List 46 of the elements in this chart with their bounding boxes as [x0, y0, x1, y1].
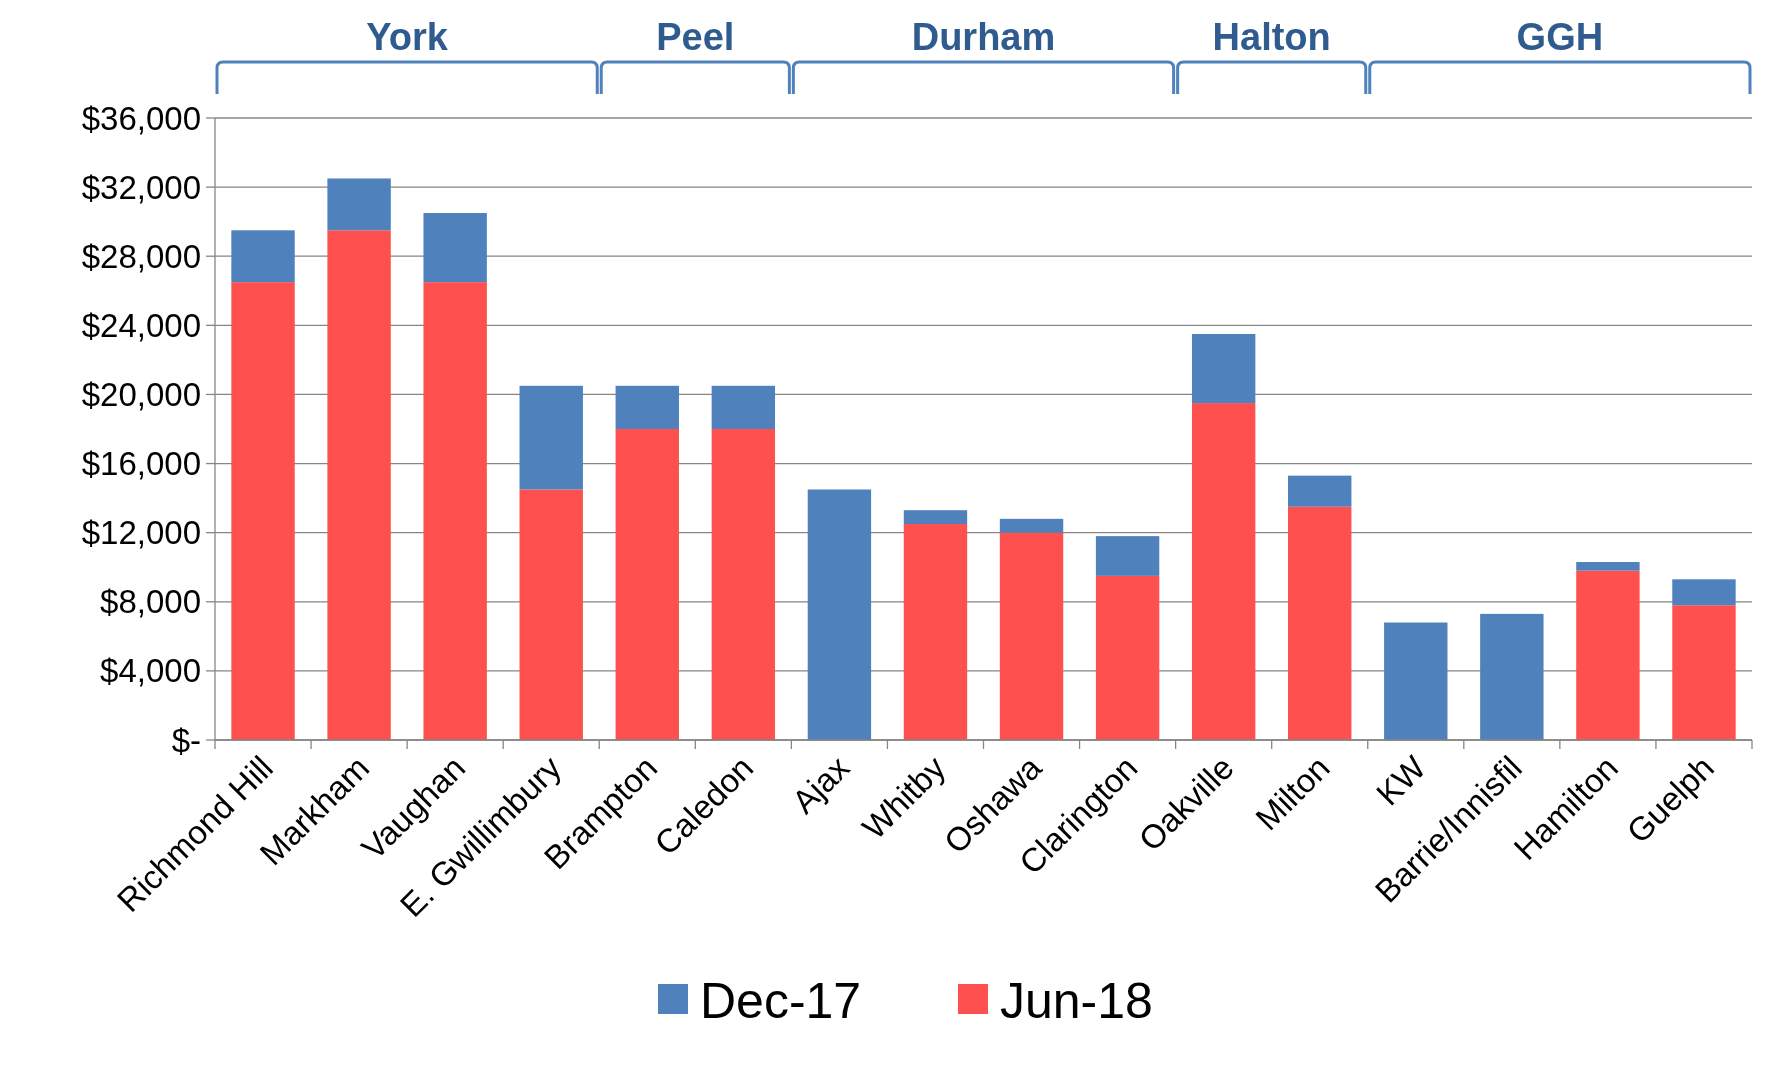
- legend-label: Dec-17: [700, 973, 862, 1029]
- bar: [999, 518, 1064, 533]
- legend-label: Jun-18: [1000, 973, 1153, 1029]
- bar: [1095, 536, 1160, 576]
- bar: [1672, 605, 1736, 740]
- bar: [519, 489, 583, 740]
- bar: [327, 230, 391, 740]
- text: Durham: [911, 16, 1056, 58]
- y-tick-label: $28,000: [81, 237, 201, 275]
- text: Halton: [1212, 16, 1331, 58]
- bar: [1480, 613, 1544, 740]
- bar: [1576, 562, 1640, 571]
- bar: [327, 178, 391, 231]
- bar: [903, 524, 968, 740]
- y-tick-label: $24,000: [81, 306, 201, 344]
- text: York: [366, 16, 449, 58]
- y-tick-label: $36,000: [81, 99, 201, 137]
- bar: [807, 489, 872, 740]
- bar: [1576, 570, 1640, 740]
- bar: [423, 213, 487, 283]
- bar: [903, 510, 968, 525]
- bar: [1384, 622, 1448, 740]
- bar: [615, 429, 679, 740]
- bar: [1288, 475, 1352, 507]
- text: Peel: [656, 16, 735, 58]
- y-tick-label: $12,000: [81, 514, 201, 552]
- y-tick-label: $8,000: [100, 583, 201, 621]
- bar: [231, 230, 295, 283]
- bar: [711, 385, 776, 429]
- bar: [1288, 506, 1352, 740]
- bar: [615, 385, 679, 429]
- bar: [231, 282, 295, 740]
- text: GGH: [1516, 16, 1604, 58]
- y-tick-label: $16,000: [81, 445, 201, 483]
- y-tick-label: $20,000: [81, 375, 201, 413]
- bar: [423, 282, 487, 740]
- y-tick-label: $32,000: [81, 168, 201, 206]
- bar: [519, 385, 583, 490]
- bar: [999, 532, 1064, 740]
- bar: [1191, 403, 1256, 740]
- y-tick-label: $-: [171, 721, 201, 759]
- bar: [1672, 579, 1736, 606]
- bar: [711, 429, 776, 740]
- bar: [1095, 575, 1160, 740]
- y-tick-label: $4,000: [100, 652, 201, 690]
- bar: [1191, 333, 1256, 404]
